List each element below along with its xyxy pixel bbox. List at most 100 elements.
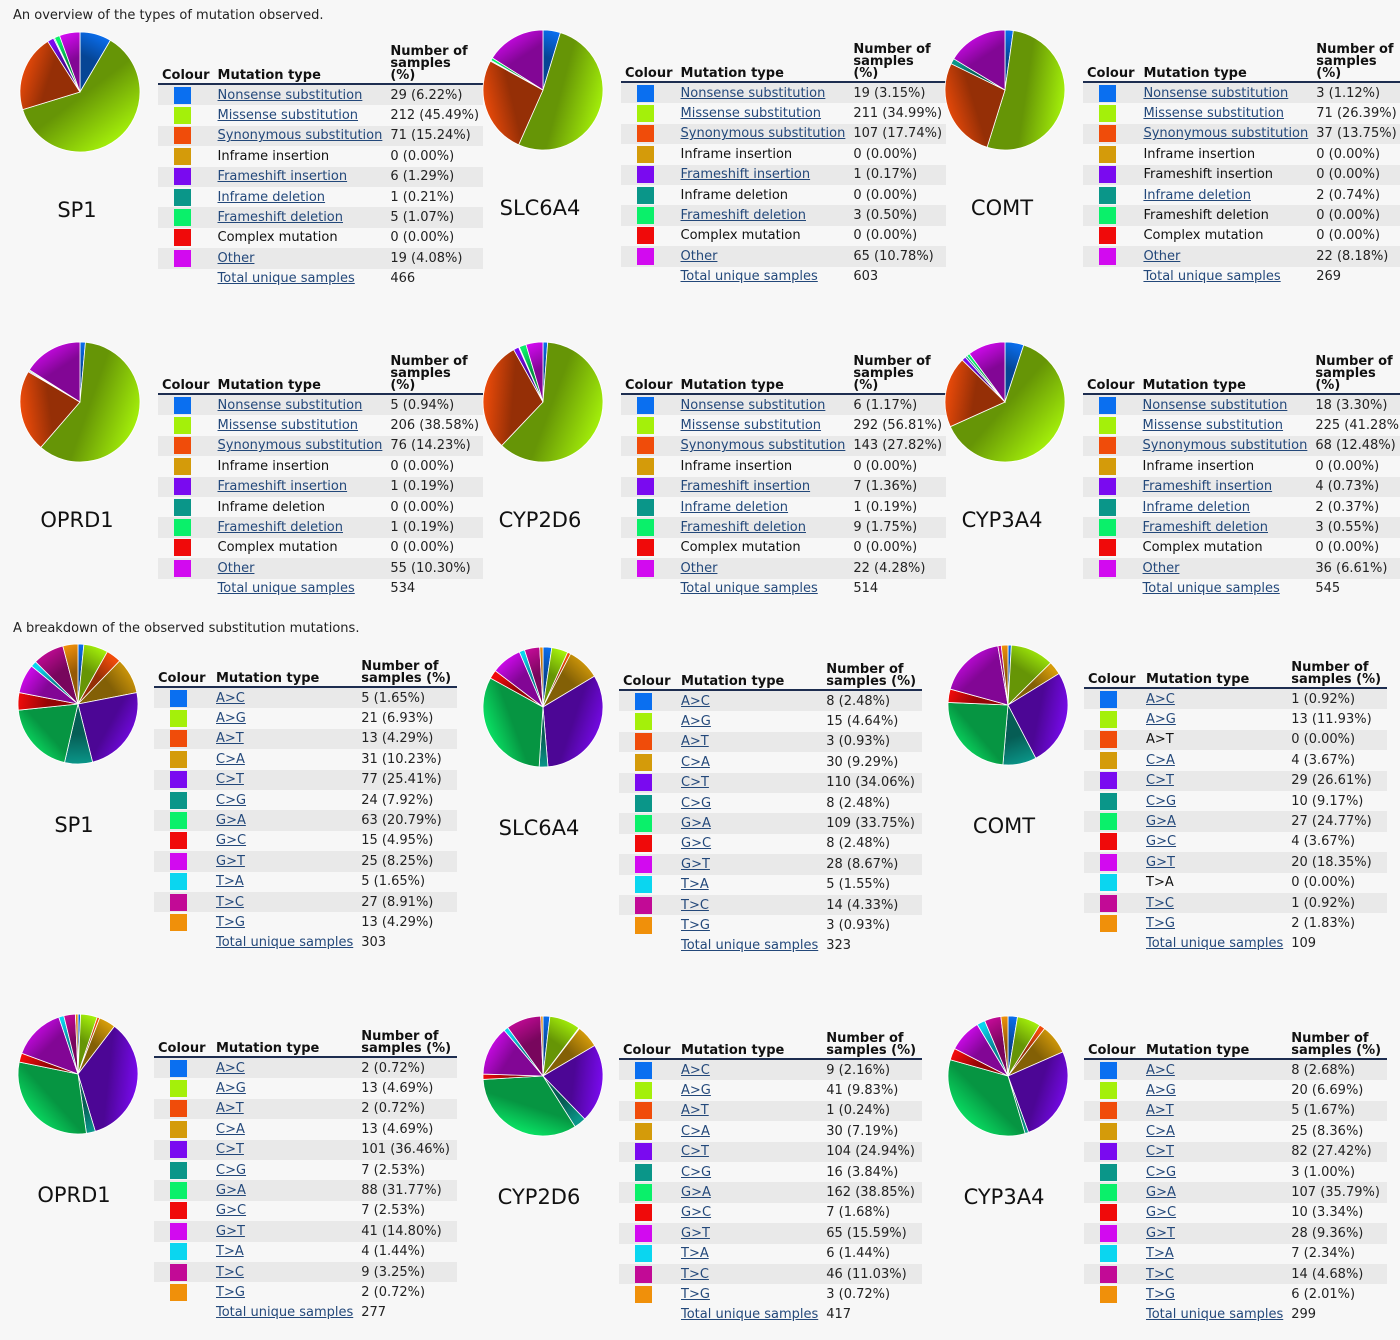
mutation-type-nonsense-substitution-link[interactable]: Nonsense substitution — [680, 397, 826, 413]
mutation-type-t-c-link[interactable]: T>C — [1146, 895, 1174, 911]
mutation-type-g-c-link[interactable]: G>C — [681, 1205, 712, 1221]
mutation-type-t-g-link[interactable]: T>G — [681, 1286, 710, 1302]
mutation-type-g-c-link[interactable]: G>C — [216, 1203, 247, 1219]
mutation-type-missense-substitution-link[interactable]: Missense substitution — [680, 418, 822, 434]
total-unique-samples-link[interactable]: Total unique samples — [680, 581, 818, 597]
mutation-type-c-a-link[interactable]: C>A — [1146, 1123, 1175, 1139]
mutation-type-t-a-link[interactable]: T>A — [1146, 1246, 1174, 1262]
mutation-type-nonsense-substitution-link[interactable]: Nonsense substitution — [1142, 397, 1288, 413]
mutation-type-g-a-link[interactable]: G>A — [1146, 1185, 1176, 1201]
mutation-type-g-a-link[interactable]: G>A — [1146, 814, 1176, 830]
mutation-type-a-g-link[interactable]: A>G — [216, 1081, 246, 1097]
mutation-type-g-a-link[interactable]: G>A — [216, 813, 246, 829]
mutation-type-frameshift-deletion-link[interactable]: Frameshift deletion — [1142, 520, 1268, 536]
mutation-type-c-a-link[interactable]: C>A — [681, 1123, 710, 1139]
mutation-type-inframe-deletion-link[interactable]: Inframe deletion — [217, 189, 326, 205]
mutation-type-nonsense-substitution-link[interactable]: Nonsense substitution — [680, 85, 826, 101]
mutation-type-other-link[interactable]: Other — [1142, 560, 1180, 576]
mutation-type-synonymous-substitution-link[interactable]: Synonymous substitution — [1143, 126, 1309, 142]
mutation-type-c-g-link[interactable]: C>G — [681, 1164, 712, 1180]
mutation-type-a-c-link[interactable]: A>C — [1146, 691, 1175, 707]
mutation-type-t-c-link[interactable]: T>C — [681, 897, 709, 913]
mutation-type-g-t-link[interactable]: G>T — [216, 853, 245, 869]
mutation-type-g-a-link[interactable]: G>A — [681, 1185, 711, 1201]
mutation-type-c-g-link[interactable]: C>G — [216, 792, 247, 808]
total-unique-samples-link[interactable]: Total unique samples — [216, 935, 354, 951]
mutation-type-missense-substitution-link[interactable]: Missense substitution — [217, 108, 359, 124]
mutation-type-inframe-deletion-link[interactable]: Inframe deletion — [1142, 499, 1251, 515]
mutation-type-synonymous-substitution-link[interactable]: Synonymous substitution — [680, 438, 846, 454]
mutation-type-c-t-link[interactable]: C>T — [681, 1144, 709, 1160]
mutation-type-t-g-link[interactable]: T>G — [1146, 915, 1175, 931]
mutation-type-t-g-link[interactable]: T>G — [1146, 1286, 1175, 1302]
mutation-type-t-c-link[interactable]: T>C — [681, 1266, 709, 1282]
mutation-type-frameshift-deletion-link[interactable]: Frameshift deletion — [680, 208, 806, 224]
mutation-type-a-t-link[interactable]: A>T — [681, 1103, 709, 1119]
total-unique-samples-link[interactable]: Total unique samples — [217, 271, 355, 287]
mutation-type-t-a-link[interactable]: T>A — [681, 1246, 709, 1262]
mutation-type-frameshift-insertion-link[interactable]: Frameshift insertion — [680, 479, 811, 495]
mutation-type-frameshift-deletion-link[interactable]: Frameshift deletion — [680, 520, 806, 536]
total-unique-samples-link[interactable]: Total unique samples — [1146, 1307, 1284, 1323]
total-unique-samples-link[interactable]: Total unique samples — [680, 269, 818, 285]
mutation-type-a-g-link[interactable]: A>G — [681, 1083, 711, 1099]
mutation-type-a-c-link[interactable]: A>C — [681, 1062, 710, 1078]
mutation-type-g-a-link[interactable]: G>A — [681, 816, 711, 832]
mutation-type-other-link[interactable]: Other — [1143, 248, 1181, 264]
mutation-type-nonsense-substitution-link[interactable]: Nonsense substitution — [1143, 85, 1289, 101]
mutation-type-g-t-link[interactable]: G>T — [1146, 1225, 1175, 1241]
mutation-type-c-g-link[interactable]: C>G — [216, 1162, 247, 1178]
mutation-type-t-a-link[interactable]: T>A — [216, 874, 244, 890]
mutation-type-t-g-link[interactable]: T>G — [216, 1284, 245, 1300]
mutation-type-frameshift-insertion-link[interactable]: Frameshift insertion — [217, 479, 348, 495]
total-unique-samples-link[interactable]: Total unique samples — [1143, 269, 1281, 285]
mutation-type-synonymous-substitution-link[interactable]: Synonymous substitution — [217, 438, 383, 454]
mutation-type-c-a-link[interactable]: C>A — [1146, 752, 1175, 768]
mutation-type-missense-substitution-link[interactable]: Missense substitution — [217, 418, 359, 434]
mutation-type-frameshift-insertion-link[interactable]: Frameshift insertion — [217, 169, 348, 185]
mutation-type-c-t-link[interactable]: C>T — [1146, 773, 1174, 789]
total-unique-samples-link[interactable]: Total unique samples — [216, 1305, 354, 1321]
mutation-type-missense-substitution-link[interactable]: Missense substitution — [1143, 106, 1284, 122]
mutation-type-other-link[interactable]: Other — [217, 250, 255, 266]
total-unique-samples-link[interactable]: Total unique samples — [681, 1307, 819, 1323]
mutation-type-c-g-link[interactable]: C>G — [1146, 793, 1177, 809]
mutation-type-c-a-link[interactable]: C>A — [216, 751, 245, 767]
mutation-type-other-link[interactable]: Other — [217, 560, 255, 576]
mutation-type-a-t-link[interactable]: A>T — [216, 731, 244, 747]
mutation-type-nonsense-substitution-link[interactable]: Nonsense substitution — [217, 87, 363, 103]
mutation-type-t-c-link[interactable]: T>C — [1146, 1266, 1174, 1282]
mutation-type-c-g-link[interactable]: C>G — [681, 795, 712, 811]
mutation-type-g-t-link[interactable]: G>T — [681, 1225, 710, 1241]
mutation-type-synonymous-substitution-link[interactable]: Synonymous substitution — [680, 126, 846, 142]
mutation-type-synonymous-substitution-link[interactable]: Synonymous substitution — [217, 128, 383, 144]
mutation-type-a-g-link[interactable]: A>G — [216, 711, 246, 727]
total-unique-samples-link[interactable]: Total unique samples — [217, 581, 355, 597]
mutation-type-other-link[interactable]: Other — [680, 560, 718, 576]
mutation-type-frameshift-insertion-link[interactable]: Frameshift insertion — [1142, 479, 1273, 495]
mutation-type-other-link[interactable]: Other — [680, 248, 718, 264]
mutation-type-t-a-link[interactable]: T>A — [681, 877, 709, 893]
mutation-type-frameshift-insertion-link[interactable]: Frameshift insertion — [680, 167, 811, 183]
mutation-type-g-c-link[interactable]: G>C — [216, 833, 247, 849]
mutation-type-a-t-link[interactable]: A>T — [1146, 1103, 1174, 1119]
mutation-type-a-c-link[interactable]: A>C — [216, 690, 245, 706]
total-unique-samples-link[interactable]: Total unique samples — [1146, 936, 1284, 952]
mutation-type-g-c-link[interactable]: G>C — [1146, 1205, 1177, 1221]
mutation-type-inframe-deletion-link[interactable]: Inframe deletion — [1143, 187, 1251, 203]
mutation-type-missense-substitution-link[interactable]: Missense substitution — [1142, 418, 1284, 434]
mutation-type-frameshift-deletion-link[interactable]: Frameshift deletion — [217, 520, 343, 536]
mutation-type-t-c-link[interactable]: T>C — [216, 1264, 244, 1280]
mutation-type-c-g-link[interactable]: C>G — [1146, 1164, 1177, 1180]
mutation-type-g-t-link[interactable]: G>T — [216, 1223, 245, 1239]
mutation-type-synonymous-substitution-link[interactable]: Synonymous substitution — [1142, 438, 1308, 454]
mutation-type-g-c-link[interactable]: G>C — [1146, 834, 1177, 850]
mutation-type-c-t-link[interactable]: C>T — [216, 1142, 244, 1158]
mutation-type-c-a-link[interactable]: C>A — [216, 1121, 245, 1137]
mutation-type-inframe-deletion-link[interactable]: Inframe deletion — [680, 499, 789, 515]
mutation-type-c-t-link[interactable]: C>T — [1146, 1144, 1174, 1160]
mutation-type-g-c-link[interactable]: G>C — [681, 836, 712, 852]
mutation-type-missense-substitution-link[interactable]: Missense substitution — [680, 106, 822, 122]
mutation-type-c-t-link[interactable]: C>T — [681, 775, 709, 791]
mutation-type-frameshift-deletion-link[interactable]: Frameshift deletion — [217, 210, 343, 226]
